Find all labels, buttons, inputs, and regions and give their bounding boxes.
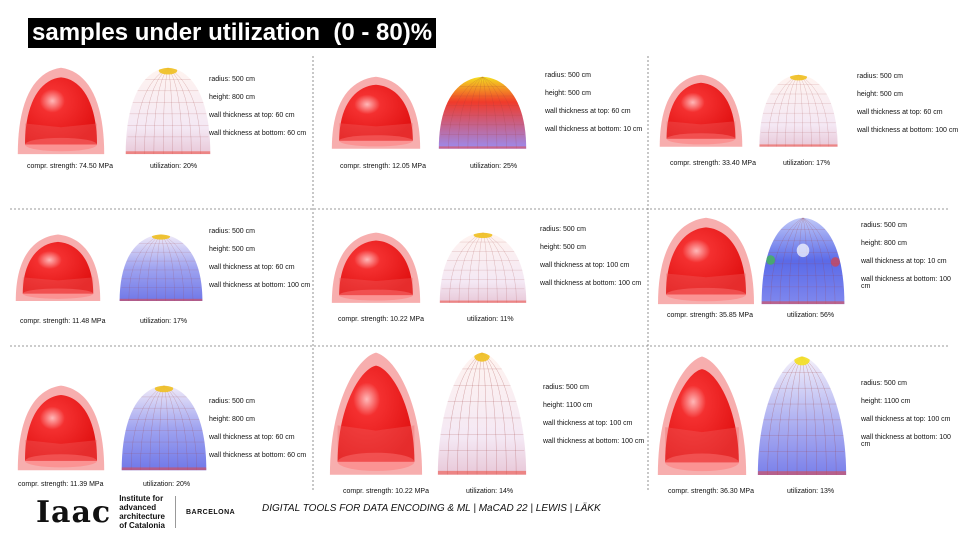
page-title: samples under utilization (0 - 80)% (28, 18, 437, 48)
param-top: wall thickness at top: 10 cm (861, 258, 947, 265)
shell-section-image (658, 70, 744, 155)
utilization-mesh-image (758, 212, 848, 313)
utilization-mesh-image (436, 228, 530, 311)
param-radius: radius: 500 cm (540, 226, 586, 233)
shell-section-image (14, 230, 102, 309)
sample-parameters: radius: 500 cm height: 800 cm wall thickne… (861, 222, 960, 294)
param-top: wall thickness at top: 100 cm (543, 420, 633, 427)
sample-parameters: radius: 500 cm height: 500 cm wall thickne… (857, 73, 958, 145)
param-radius: radius: 500 cm (545, 72, 591, 79)
utilization-value: utilization: 56% (787, 312, 835, 319)
compressive-strength: compr. strength: 11.48 MPa (20, 318, 106, 325)
param-top: wall thickness at top: 100 cm (540, 262, 630, 269)
utilization-mesh-image (118, 380, 210, 479)
utilization-mesh-image (434, 350, 530, 485)
logo-mark: Iaac (36, 494, 112, 530)
param-height: height: 500 cm (545, 90, 591, 97)
param-radius: radius: 500 cm (857, 73, 903, 80)
sample-parameters: radius: 500 cm height: 800 cm wall thickne… (209, 76, 306, 148)
compressive-strength: compr. strength: 33.40 MPa (670, 160, 756, 167)
param-top: wall thickness at top: 60 cm (209, 112, 295, 119)
param-top: wall thickness at top: 60 cm (857, 109, 943, 116)
compressive-strength: compr. strength: 10.22 MPa (338, 316, 424, 323)
compressive-strength: compr. strength: 10.22 MPa (343, 488, 429, 495)
param-top: wall thickness at top: 60 cm (209, 434, 295, 441)
utilization-value: utilization: 25% (470, 163, 518, 170)
shell-section-image (656, 354, 748, 485)
compressive-strength: compr. strength: 12.05 MPa (340, 163, 426, 170)
param-height: height: 1100 cm (543, 402, 593, 409)
compressive-strength: compr. strength: 11.39 MPa (18, 481, 104, 488)
shell-section-image (656, 212, 756, 313)
param-radius: radius: 500 cm (861, 222, 907, 229)
param-top: wall thickness at top: 60 cm (209, 264, 295, 271)
compressive-strength: compr. strength: 36.30 MPa (668, 488, 754, 495)
utilization-value: utilization: 17% (140, 318, 188, 325)
param-radius: radius: 500 cm (861, 380, 907, 387)
utilization-value: utilization: 11% (467, 316, 514, 323)
shell-section-image (330, 228, 422, 311)
param-bottom: wall thickness at bottom: 60 cm (209, 452, 307, 459)
shell-section-image (328, 350, 424, 485)
param-radius: radius: 500 cm (543, 384, 589, 391)
param-bottom: wall thickness at bottom: 10 cm (545, 126, 643, 133)
sample-parameters: radius: 500 cm height: 1100 cm wall thickn… (543, 384, 644, 456)
param-top: wall thickness at top: 100 cm (861, 416, 951, 423)
utilization-value: utilization: 17% (783, 160, 831, 167)
param-bottom: wall thickness at bottom: 100 cm (209, 282, 311, 289)
shell-section-image (16, 380, 106, 479)
institute-name: Institute for advanced architecture of C… (119, 494, 165, 530)
param-radius: radius: 500 cm (209, 228, 255, 235)
param-bottom: wall thickness at bottom: 100 cm (857, 127, 959, 134)
param-bottom: wall thickness at bottom: 60 cm (209, 130, 307, 137)
param-height: height: 800 cm (861, 240, 907, 247)
utilization-value: utilization: 20% (150, 163, 198, 170)
param-height: height: 1100 cm (861, 398, 911, 405)
utilization-value: utilization: 13% (787, 488, 835, 495)
utilization-mesh-image (754, 354, 850, 485)
course-credit: DIGITAL TOOLS FOR DATA ENCODING & ML | M… (262, 503, 601, 514)
shell-section-image (330, 72, 422, 157)
sample-parameters: radius: 500 cm height: 500 cm wall thickne… (545, 72, 642, 144)
utilization-value: utilization: 14% (466, 488, 514, 495)
sample-parameters: radius: 500 cm height: 500 cm wall thickne… (540, 226, 641, 298)
utilization-mesh-image (435, 72, 530, 157)
param-top: wall thickness at top: 60 cm (545, 108, 631, 115)
param-bottom: wall thickness at bottom: 100 cm (861, 434, 951, 448)
compressive-strength: compr. strength: 35.85 MPa (667, 312, 753, 319)
city-label: BARCELONA (185, 508, 236, 516)
logo-divider (174, 496, 176, 528)
utilization-mesh-image (122, 62, 214, 163)
param-height: height: 500 cm (540, 244, 586, 251)
param-bottom: wall thickness at bottom: 100 cm (861, 276, 951, 290)
sample-parameters: radius: 500 cm height: 1100 cm wall thickn… (861, 380, 960, 452)
compressive-strength: compr. strength: 74.50 MPa (27, 163, 113, 170)
param-radius: radius: 500 cm (209, 398, 255, 405)
utilization-mesh-image (116, 230, 206, 309)
utilization-mesh-image (756, 70, 841, 155)
param-height: height: 500 cm (857, 91, 903, 98)
param-height: height: 800 cm (209, 416, 255, 423)
sample-parameters: radius: 500 cm height: 500 cm wall thickne… (209, 228, 310, 300)
shell-section-image (16, 62, 106, 163)
iaac-logo: Iaac Institute for advanced architecture… (36, 494, 235, 530)
param-height: height: 800 cm (209, 94, 255, 101)
param-bottom: wall thickness at bottom: 100 cm (540, 280, 642, 287)
param-radius: radius: 500 cm (209, 76, 255, 83)
sample-parameters: radius: 500 cm height: 800 cm wall thickne… (209, 398, 306, 470)
utilization-value: utilization: 20% (143, 481, 191, 488)
param-height: height: 500 cm (209, 246, 255, 253)
param-bottom: wall thickness at bottom: 100 cm (543, 438, 645, 445)
